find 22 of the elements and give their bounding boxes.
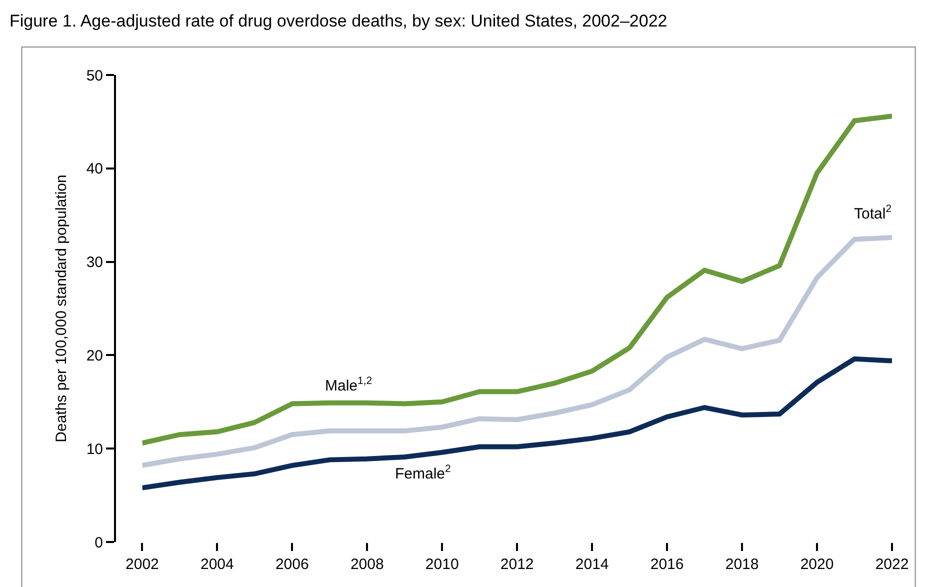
- x-tick-label: 2014: [575, 556, 609, 573]
- x-tick-label: 2016: [650, 556, 684, 573]
- x-tick-label: 2008: [350, 556, 384, 573]
- series-label: Female$^{2}$: [395, 463, 452, 482]
- x-tick-label: 2002: [126, 556, 159, 573]
- x-tick-label: 2020: [800, 556, 834, 573]
- y-tick-label: 30: [86, 254, 103, 272]
- y-tick-label: 10: [86, 440, 103, 458]
- y-axis-title: Deaths per 100,000 standard population: [53, 174, 70, 442]
- x-tick-label: 2022: [875, 556, 909, 573]
- y-tick-label: 50: [86, 67, 103, 84]
- x-tick-label: 2012: [500, 556, 534, 573]
- series-label: Male$^{1,2}$: [325, 375, 372, 394]
- x-tick-label: 2004: [200, 556, 234, 573]
- x-tick-label: 2006: [275, 556, 309, 573]
- y-tick-label: 0: [94, 534, 103, 552]
- x-tick-label: 2010: [425, 556, 459, 573]
- y-tick-label: 20: [86, 347, 103, 364]
- chart-title: Figure 1. Age-adjusted rate of drug overdose deaths, by sex: United States, 2002–2022: [9, 12, 668, 31]
- y-tick-label: 40: [86, 160, 103, 178]
- x-tick-label: 2018: [725, 556, 759, 573]
- series-label: Total$^{2}$: [854, 203, 892, 222]
